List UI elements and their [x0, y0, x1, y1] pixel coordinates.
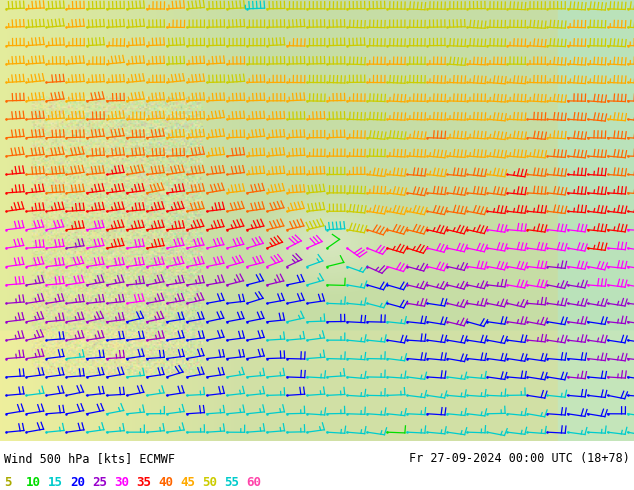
Text: 10: 10 — [26, 476, 41, 489]
Text: 45: 45 — [180, 476, 195, 489]
Text: 50: 50 — [202, 476, 217, 489]
Text: 30: 30 — [114, 476, 129, 489]
Text: 20: 20 — [70, 476, 85, 489]
Text: 35: 35 — [136, 476, 151, 489]
Text: 25: 25 — [92, 476, 107, 489]
Text: 5: 5 — [4, 476, 11, 489]
Text: Wind 500 hPa [kts] ECMWF: Wind 500 hPa [kts] ECMWF — [4, 452, 175, 465]
Text: Fr 27-09-2024 00:00 UTC (18+78): Fr 27-09-2024 00:00 UTC (18+78) — [409, 452, 630, 465]
Text: 60: 60 — [246, 476, 261, 489]
Text: 15: 15 — [48, 476, 63, 489]
Text: 40: 40 — [158, 476, 173, 489]
Text: 55: 55 — [224, 476, 239, 489]
